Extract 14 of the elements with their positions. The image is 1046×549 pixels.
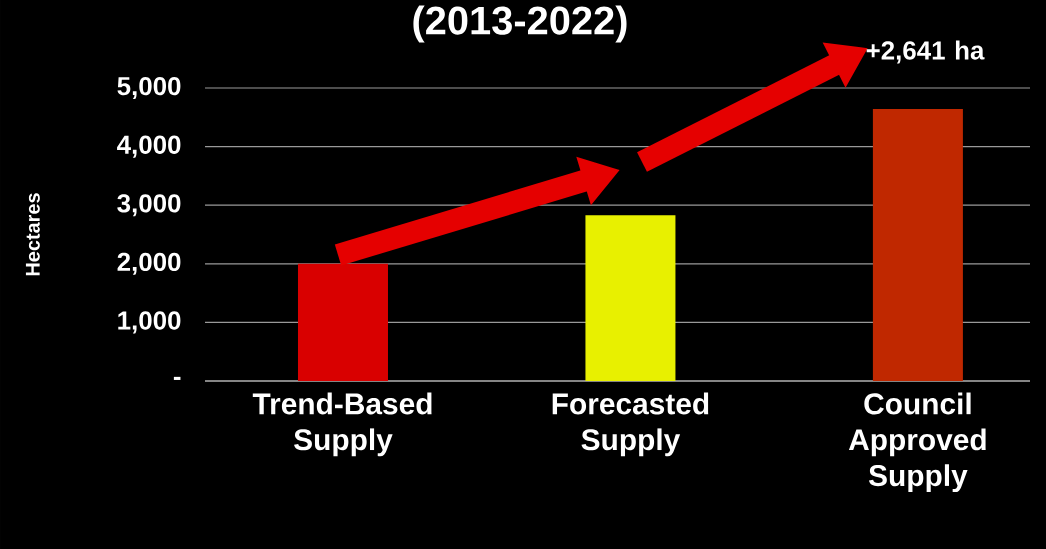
x-tick-label: Forecasted Supply [552, 392, 709, 457]
x-tick-label: Council Approved Supply [848, 392, 986, 493]
y-tick-label: 1,000 [118, 311, 181, 334]
y-tick-label: 4,000 [117, 135, 181, 158]
x-tick-label: Trend-Based Supply [252, 392, 432, 457]
y-axis-title: Hectares [25, 193, 40, 276]
bar [585, 215, 676, 381]
y-tick-label: 3,000 [117, 194, 181, 217]
chart-title: (2013-2022) [413, 5, 627, 43]
y-tick-label: - [173, 376, 181, 380]
text: +2,641 ha [866, 40, 985, 64]
bar [872, 109, 963, 381]
y-tick-label: 5,000 [117, 76, 181, 100]
y-tick-label: 2,000 [117, 252, 181, 275]
